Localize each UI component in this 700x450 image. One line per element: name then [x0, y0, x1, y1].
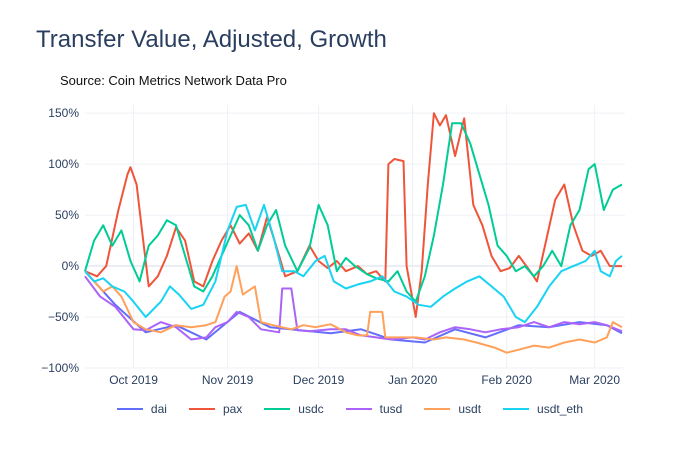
legend-item-tusd[interactable]: tusd [345, 402, 403, 416]
legend-swatch [345, 408, 372, 410]
y-tick-label: 100% [48, 157, 79, 171]
legend-swatch [503, 408, 530, 410]
y-tick-label: −50% [48, 310, 79, 324]
x-tick-label: Mar 2020 [569, 373, 620, 387]
series-lines [84, 112, 623, 354]
x-tick-label: Jan 2020 [388, 373, 438, 387]
y-tick-label: 150% [48, 106, 79, 120]
x-axis: Oct 2019 Nov 2019 Dec 2019 Jan 2020 Feb 2020… [109, 373, 620, 387]
line-chart: 150% 100% 50% 0% −50% −100% Oct 2019 Nov 2019 D… [41, 105, 625, 387]
legend-label: dai [150, 402, 167, 416]
series-line-usdt-eth [84, 203, 623, 324]
legend-label: pax [222, 402, 243, 416]
chart-subtitle: Source: Coin Metrics Network Data Pro [60, 73, 287, 88]
legend-item-dai[interactable]: dai [116, 402, 167, 416]
legend-label: usdt_eth [537, 402, 584, 416]
legend-swatch [116, 408, 143, 410]
legend-swatch [424, 408, 451, 410]
legend-swatch [188, 408, 215, 410]
series-line-usdc [84, 122, 623, 303]
x-tick-label: Nov 2019 [202, 373, 254, 387]
legend-swatch [264, 408, 291, 410]
series-line-usdt [84, 265, 623, 354]
legend-item-pax[interactable]: pax [188, 402, 243, 416]
y-tick-label: 50% [55, 208, 79, 222]
legend-item-usdc[interactable]: usdc [264, 402, 324, 416]
legend-label: usdc [298, 402, 324, 416]
legend-item-usdt[interactable]: usdt [424, 402, 481, 416]
grid [85, 105, 625, 369]
legend-label: tusd [379, 402, 403, 416]
x-tick-label: Dec 2019 [293, 373, 345, 387]
y-tick-label: 0% [62, 259, 80, 273]
legend-item-usdt-eth[interactable]: usdt_eth [503, 402, 583, 416]
series-line-tusd [84, 275, 623, 341]
y-tick-label: −100% [41, 361, 79, 375]
x-tick-label: Feb 2020 [481, 373, 532, 387]
chart-title: Transfer Value, Adjusted, Growth [36, 26, 387, 53]
y-axis: 150% 100% 50% 0% −50% −100% [41, 106, 79, 375]
legend-label: usdt [458, 402, 482, 416]
x-tick-label: Oct 2019 [109, 373, 158, 387]
legend: dai pax usdc tusd usdt usdt_eth [0, 402, 700, 416]
